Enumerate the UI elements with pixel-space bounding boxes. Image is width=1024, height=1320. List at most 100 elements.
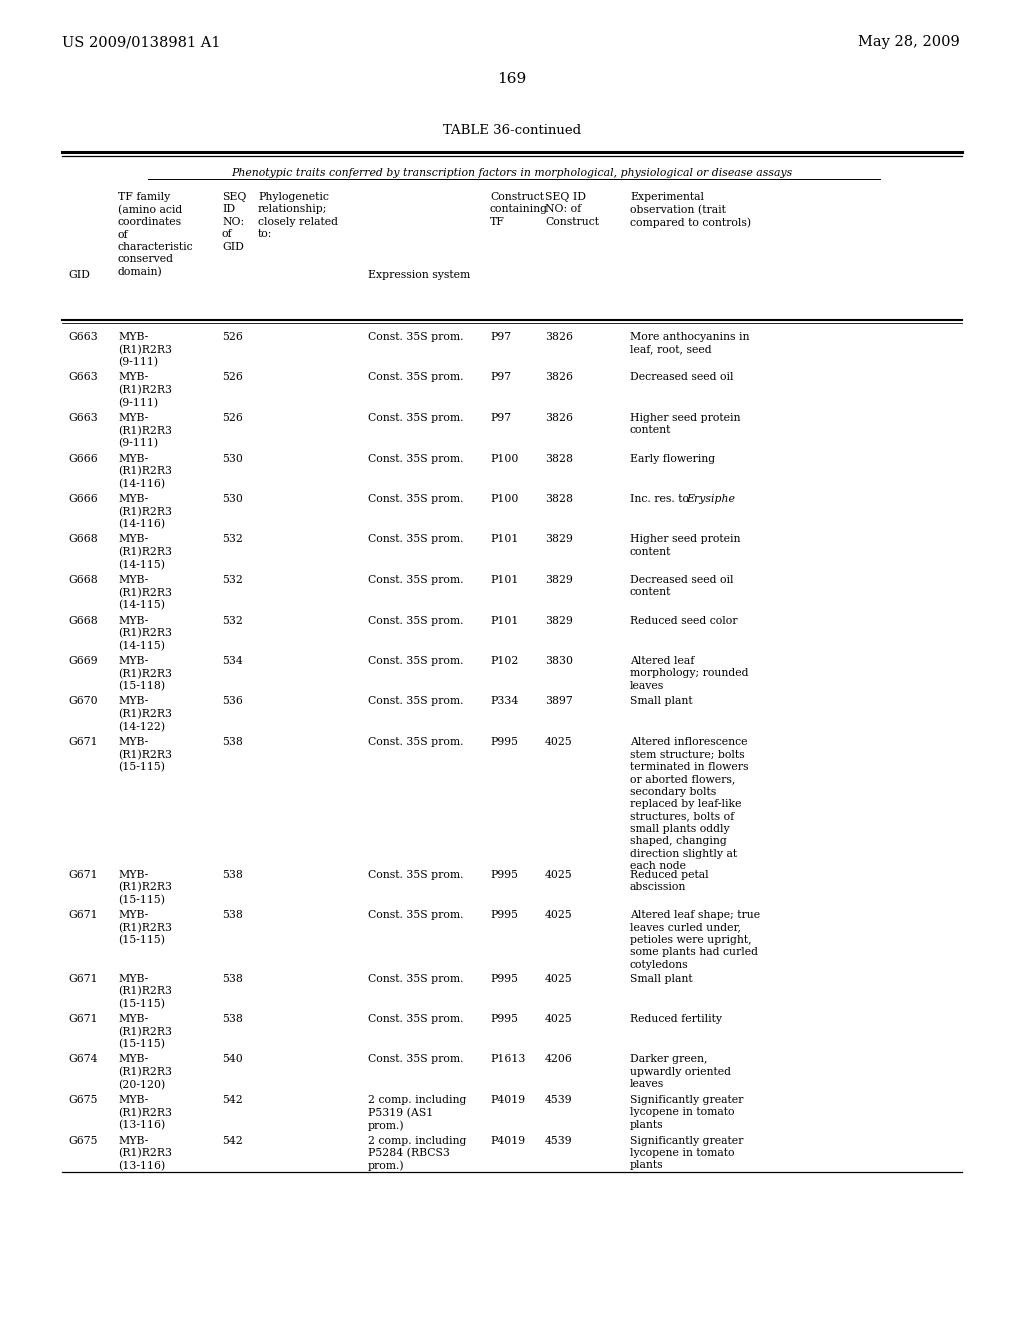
Text: P995: P995 <box>490 870 518 879</box>
Text: SEQ
ID
NO:
of
GID: SEQ ID NO: of GID <box>222 191 247 252</box>
Text: 538: 538 <box>222 909 243 920</box>
Text: Significantly greater
lycopene in tomato
plants: Significantly greater lycopene in tomato… <box>630 1096 743 1130</box>
Text: GID: GID <box>68 271 90 280</box>
Text: SEQ ID
NO: of
Construct: SEQ ID NO: of Construct <box>545 191 599 227</box>
Text: Reduced fertility: Reduced fertility <box>630 1014 722 1024</box>
Text: Const. 35S prom.: Const. 35S prom. <box>368 737 464 747</box>
Text: 542: 542 <box>222 1096 243 1105</box>
Text: G674: G674 <box>68 1055 97 1064</box>
Text: G668: G668 <box>68 535 97 544</box>
Text: 530: 530 <box>222 454 243 463</box>
Text: MYB-
(R1)R2R3
(15-115): MYB- (R1)R2R3 (15-115) <box>118 870 172 906</box>
Text: P4019: P4019 <box>490 1135 525 1146</box>
Text: Const. 35S prom.: Const. 35S prom. <box>368 1055 464 1064</box>
Text: Small plant: Small plant <box>630 974 692 983</box>
Text: MYB-
(R1)R2R3
(14-116): MYB- (R1)R2R3 (14-116) <box>118 494 172 529</box>
Text: Altered leaf
morphology; rounded
leaves: Altered leaf morphology; rounded leaves <box>630 656 749 690</box>
Text: MYB-
(R1)R2R3
(14-116): MYB- (R1)R2R3 (14-116) <box>118 454 172 490</box>
Text: 4539: 4539 <box>545 1135 572 1146</box>
Text: MYB-
(R1)R2R3
(13-116): MYB- (R1)R2R3 (13-116) <box>118 1096 172 1131</box>
Text: May 28, 2009: May 28, 2009 <box>858 36 961 49</box>
Text: 2 comp. including
P5319 (AS1
prom.): 2 comp. including P5319 (AS1 prom.) <box>368 1096 466 1131</box>
Text: 540: 540 <box>222 1055 243 1064</box>
Text: 2 comp. including
P5284 (RBCS3
prom.): 2 comp. including P5284 (RBCS3 prom.) <box>368 1135 466 1171</box>
Text: Erysiphe: Erysiphe <box>686 494 735 504</box>
Text: Construct
containing
TF: Construct containing TF <box>490 191 548 227</box>
Text: P101: P101 <box>490 615 518 626</box>
Text: Const. 35S prom.: Const. 35S prom. <box>368 372 464 383</box>
Text: MYB-
(R1)R2R3
(14-122): MYB- (R1)R2R3 (14-122) <box>118 697 172 733</box>
Text: MYB-
(R1)R2R3
(15-115): MYB- (R1)R2R3 (15-115) <box>118 1014 172 1049</box>
Text: P334: P334 <box>490 697 518 706</box>
Text: 3826: 3826 <box>545 413 573 422</box>
Text: P4019: P4019 <box>490 1096 525 1105</box>
Text: 526: 526 <box>222 333 243 342</box>
Text: Const. 35S prom.: Const. 35S prom. <box>368 615 464 626</box>
Text: 3897: 3897 <box>545 697 572 706</box>
Text: Const. 35S prom.: Const. 35S prom. <box>368 870 464 879</box>
Text: G666: G666 <box>68 494 97 504</box>
Text: 3826: 3826 <box>545 333 573 342</box>
Text: 3829: 3829 <box>545 576 572 585</box>
Text: Const. 35S prom.: Const. 35S prom. <box>368 413 464 422</box>
Text: 4539: 4539 <box>545 1096 572 1105</box>
Text: 526: 526 <box>222 372 243 383</box>
Text: G668: G668 <box>68 576 97 585</box>
Text: Const. 35S prom.: Const. 35S prom. <box>368 333 464 342</box>
Text: Experimental
observation (trait
compared to controls): Experimental observation (trait compared… <box>630 191 752 228</box>
Text: Const. 35S prom.: Const. 35S prom. <box>368 535 464 544</box>
Text: G666: G666 <box>68 454 97 463</box>
Text: Small plant: Small plant <box>630 697 692 706</box>
Text: 3829: 3829 <box>545 615 572 626</box>
Text: MYB-
(R1)R2R3
(14-115): MYB- (R1)R2R3 (14-115) <box>118 535 172 570</box>
Text: P995: P995 <box>490 974 518 983</box>
Text: 4025: 4025 <box>545 737 572 747</box>
Text: Darker green,
upwardly oriented
leaves: Darker green, upwardly oriented leaves <box>630 1055 731 1089</box>
Text: Altered leaf shape; true
leaves curled under,
petioles were upright,
some plants: Altered leaf shape; true leaves curled u… <box>630 909 760 970</box>
Text: P97: P97 <box>490 413 511 422</box>
Text: P97: P97 <box>490 372 511 383</box>
Text: Phenotypic traits conferred by transcription factors in morphological, physiolog: Phenotypic traits conferred by transcrip… <box>231 168 793 178</box>
Text: 4025: 4025 <box>545 974 572 983</box>
Text: 538: 538 <box>222 974 243 983</box>
Text: P100: P100 <box>490 494 518 504</box>
Text: 532: 532 <box>222 535 243 544</box>
Text: G671: G671 <box>68 737 97 747</box>
Text: Higher seed protein
content: Higher seed protein content <box>630 413 740 436</box>
Text: Higher seed protein
content: Higher seed protein content <box>630 535 740 557</box>
Text: Const. 35S prom.: Const. 35S prom. <box>368 1014 464 1024</box>
Text: P1613: P1613 <box>490 1055 525 1064</box>
Text: MYB-
(R1)R2R3
(15-115): MYB- (R1)R2R3 (15-115) <box>118 974 172 1008</box>
Text: 4025: 4025 <box>545 870 572 879</box>
Text: Const. 35S prom.: Const. 35S prom. <box>368 974 464 983</box>
Text: P100: P100 <box>490 454 518 463</box>
Text: G668: G668 <box>68 615 97 626</box>
Text: G663: G663 <box>68 413 97 422</box>
Text: 3826: 3826 <box>545 372 573 383</box>
Text: TABLE 36-continued: TABLE 36-continued <box>443 124 581 137</box>
Text: MYB-
(R1)R2R3
(15-115): MYB- (R1)R2R3 (15-115) <box>118 909 172 945</box>
Text: P995: P995 <box>490 737 518 747</box>
Text: Significantly greater
lycopene in tomato
plants: Significantly greater lycopene in tomato… <box>630 1135 743 1171</box>
Text: P995: P995 <box>490 909 518 920</box>
Text: 538: 538 <box>222 870 243 879</box>
Text: P102: P102 <box>490 656 518 667</box>
Text: Reduced seed color: Reduced seed color <box>630 615 737 626</box>
Text: 538: 538 <box>222 1014 243 1024</box>
Text: MYB-
(R1)R2R3
(15-115): MYB- (R1)R2R3 (15-115) <box>118 737 172 772</box>
Text: 4206: 4206 <box>545 1055 572 1064</box>
Text: G675: G675 <box>68 1096 97 1105</box>
Text: Const. 35S prom.: Const. 35S prom. <box>368 454 464 463</box>
Text: 536: 536 <box>222 697 243 706</box>
Text: 3830: 3830 <box>545 656 573 667</box>
Text: G671: G671 <box>68 909 97 920</box>
Text: Const. 35S prom.: Const. 35S prom. <box>368 656 464 667</box>
Text: MYB-
(R1)R2R3
(14-115): MYB- (R1)R2R3 (14-115) <box>118 615 172 651</box>
Text: P101: P101 <box>490 535 518 544</box>
Text: Decreased seed oil: Decreased seed oil <box>630 372 733 383</box>
Text: Reduced petal
abscission: Reduced petal abscission <box>630 870 709 892</box>
Text: 3828: 3828 <box>545 454 573 463</box>
Text: G670: G670 <box>68 697 97 706</box>
Text: Inc. res. to: Inc. res. to <box>630 494 692 504</box>
Text: Early flowering: Early flowering <box>630 454 715 463</box>
